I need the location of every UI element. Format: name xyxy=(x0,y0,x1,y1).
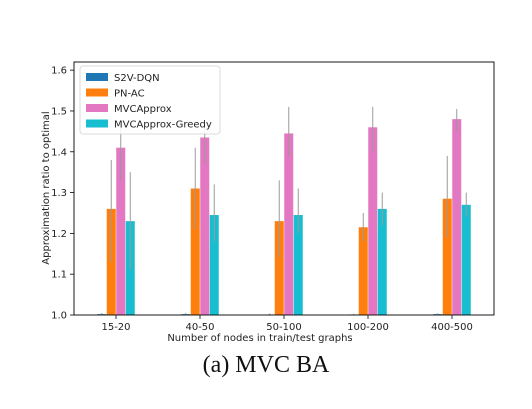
bar xyxy=(116,147,126,315)
y-tick-label: 1.5 xyxy=(51,106,67,117)
y-tick-label: 1.6 xyxy=(51,66,67,77)
x-tick-label: 400-500 xyxy=(431,322,473,333)
bar xyxy=(190,188,200,315)
bar xyxy=(368,127,378,316)
x-tick-label: 40-50 xyxy=(185,322,214,333)
legend-label: S2V-DQN xyxy=(114,73,160,84)
bar xyxy=(377,208,387,315)
y-tick-label: 1.4 xyxy=(51,147,67,158)
y-tick-label: 1.0 xyxy=(51,311,67,322)
legend-label: PN-AC xyxy=(114,89,145,100)
bar xyxy=(461,204,471,315)
y-tick-label: 1.3 xyxy=(51,188,67,199)
bar xyxy=(358,227,368,315)
bar xyxy=(209,215,219,315)
legend-swatch xyxy=(86,88,108,97)
x-tick-label: 15-20 xyxy=(101,322,130,333)
x-tick-label: 100-200 xyxy=(347,322,389,333)
plot-frame xyxy=(73,61,495,316)
legend-label: MVCApprox xyxy=(114,104,172,115)
bar xyxy=(284,133,294,315)
bar xyxy=(200,137,210,315)
legend-swatch xyxy=(86,119,108,128)
legend-box xyxy=(79,65,221,135)
y-tick-label: 1.1 xyxy=(51,270,67,281)
bar xyxy=(442,198,452,315)
bar xyxy=(293,215,303,315)
plot-area: 15-20 40-50 50-100 100-200 400-500 1.0 1.1 1.2 1… xyxy=(51,61,495,333)
legend-label: MVCApprox-Greedy xyxy=(114,120,212,131)
legend-swatch xyxy=(86,104,108,112)
y-tick-label: 1.2 xyxy=(51,229,67,240)
bar xyxy=(452,119,462,316)
figure-caption: (a) MVC BA xyxy=(202,352,330,378)
y-axis-label: Approximation ratio to optimal xyxy=(41,111,52,264)
legend-swatch xyxy=(86,73,108,81)
bar xyxy=(274,221,284,315)
x-axis-label: Number of nodes in train/test graphs xyxy=(167,333,352,344)
x-tick-label: 50-100 xyxy=(266,322,301,333)
